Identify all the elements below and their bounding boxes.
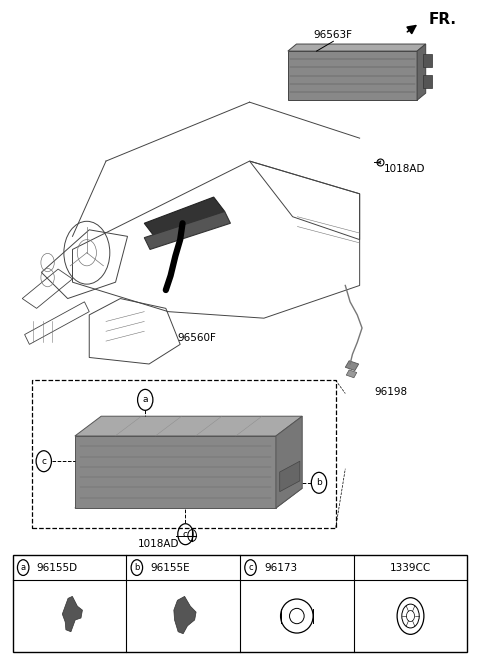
Text: 1018AD: 1018AD bbox=[384, 165, 425, 174]
Text: 96198: 96198 bbox=[374, 387, 407, 397]
Polygon shape bbox=[75, 416, 302, 436]
Text: 96155E: 96155E bbox=[150, 563, 190, 573]
Text: c: c bbox=[41, 457, 46, 466]
Text: c: c bbox=[183, 529, 188, 539]
Polygon shape bbox=[174, 596, 196, 634]
Text: a: a bbox=[143, 396, 148, 404]
Text: 1339CC: 1339CC bbox=[390, 563, 431, 573]
Polygon shape bbox=[276, 416, 302, 508]
Polygon shape bbox=[75, 488, 302, 508]
Polygon shape bbox=[345, 361, 359, 371]
Polygon shape bbox=[144, 197, 225, 237]
Polygon shape bbox=[75, 436, 276, 508]
Polygon shape bbox=[280, 461, 300, 491]
Bar bbox=[12, 555, 468, 652]
Polygon shape bbox=[62, 596, 83, 632]
Bar bbox=[423, 75, 432, 89]
Polygon shape bbox=[346, 370, 357, 378]
Bar bbox=[32, 380, 336, 527]
Text: c: c bbox=[248, 563, 253, 572]
Text: a: a bbox=[21, 563, 26, 572]
Polygon shape bbox=[288, 51, 417, 100]
Text: FR.: FR. bbox=[429, 12, 457, 26]
Text: 1018AD: 1018AD bbox=[138, 539, 180, 549]
Text: b: b bbox=[134, 563, 140, 572]
Bar bbox=[423, 54, 432, 68]
Text: 96563F: 96563F bbox=[314, 30, 353, 40]
Polygon shape bbox=[288, 44, 426, 51]
Text: b: b bbox=[316, 478, 322, 487]
Text: 96560F: 96560F bbox=[178, 333, 216, 342]
Polygon shape bbox=[144, 211, 230, 249]
Polygon shape bbox=[417, 44, 426, 100]
Text: 96173: 96173 bbox=[264, 563, 297, 573]
Text: 96155D: 96155D bbox=[36, 563, 78, 573]
